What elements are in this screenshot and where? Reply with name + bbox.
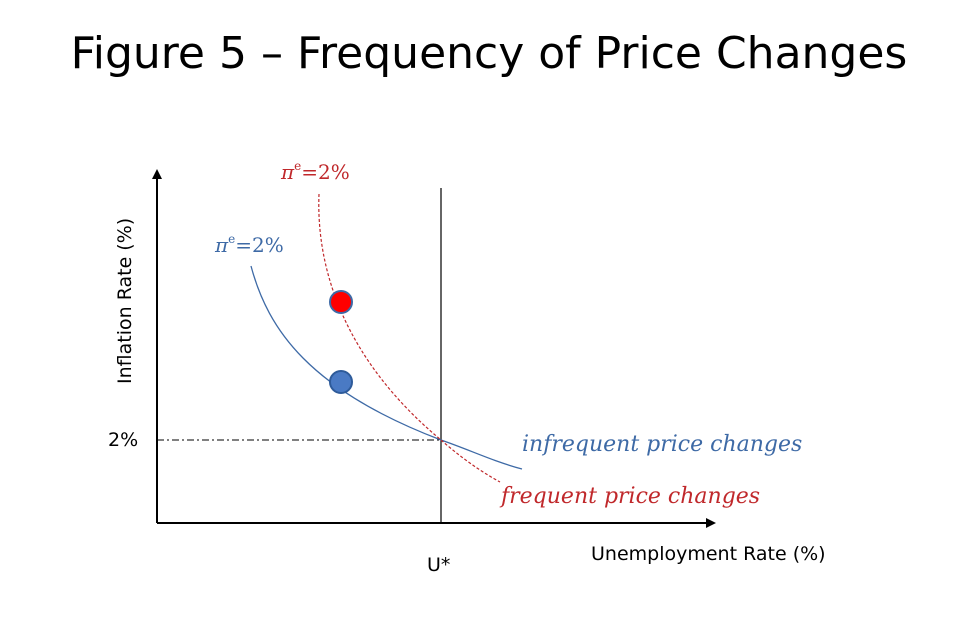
red-point [329,290,353,314]
frequent-expectation-label: πe=2% [280,159,350,184]
infrequent-price-change-curve [250,265,523,470]
figure-title: Figure 5 – Frequency of Price Changes [70,28,908,79]
x-tick-u-star: U* [427,554,450,576]
frequent-curve-label: frequent price changes [499,484,760,509]
expectation-superscript: e [228,232,235,246]
y-tick-two-percent: 2% [108,429,138,451]
infrequent-curve-label: infrequent price changes [522,432,802,457]
blue-point [329,370,353,394]
expectation-superscript: e [294,159,301,173]
y-axis-label: Inflation Rate (%) [114,218,136,384]
frequent-price-change-curve [318,193,501,483]
infrequent-expectation-label: πe=2% [214,232,284,257]
pi-symbol: π [214,233,229,257]
pi-symbol: π [280,160,295,184]
x-axis-label: Unemployment Rate (%) [591,543,826,565]
expectation-value: =2% [235,233,284,257]
expectation-value: =2% [301,160,350,184]
